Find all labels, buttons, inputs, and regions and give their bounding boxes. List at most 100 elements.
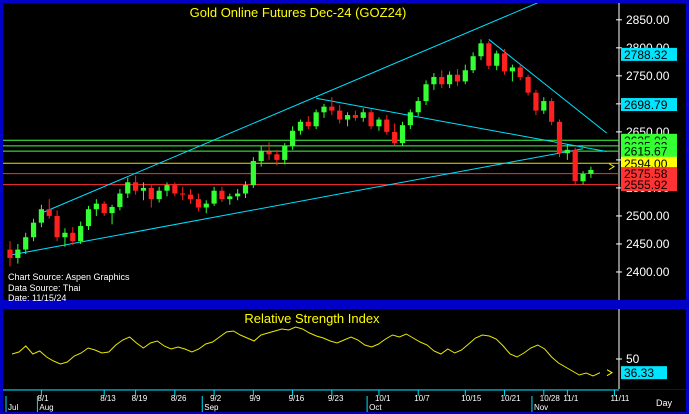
candle-body bbox=[85, 209, 92, 227]
candle bbox=[274, 149, 280, 166]
candle bbox=[572, 147, 578, 186]
candle bbox=[313, 109, 319, 130]
candle-body bbox=[23, 237, 29, 250]
candle-body bbox=[501, 53, 508, 72]
rsi-tick-label: 50 bbox=[626, 352, 640, 366]
candle bbox=[125, 177, 131, 199]
candle bbox=[242, 181, 249, 199]
chart-source-text: Chart Source: Aspen Graphics bbox=[8, 272, 130, 282]
candle bbox=[588, 166, 594, 178]
candle bbox=[203, 200, 209, 214]
candle-body bbox=[533, 92, 539, 111]
candle bbox=[70, 227, 76, 246]
candle bbox=[30, 218, 37, 242]
candle-body bbox=[172, 185, 178, 194]
rsi-panel bbox=[3, 309, 619, 389]
candle-body bbox=[360, 112, 366, 118]
x-tick-label: 9/2 bbox=[210, 394, 222, 403]
price-label-box bbox=[621, 98, 677, 112]
candle bbox=[258, 145, 264, 167]
date-text: Date: 11/15/24 bbox=[8, 293, 66, 303]
candle bbox=[15, 243, 21, 264]
x-tick-label: 10/1 bbox=[375, 394, 391, 403]
candle bbox=[580, 171, 586, 185]
candle bbox=[38, 204, 44, 228]
candle-body bbox=[439, 76, 445, 85]
candle bbox=[211, 186, 217, 206]
candle bbox=[407, 109, 413, 130]
x-tick-label: 10/15 bbox=[461, 394, 482, 403]
candle-body bbox=[30, 222, 37, 238]
candle bbox=[509, 64, 515, 82]
x-tick-label: 8/1 bbox=[37, 394, 49, 403]
candle-body bbox=[70, 232, 76, 242]
candle-body bbox=[219, 190, 225, 200]
candle-body bbox=[329, 106, 335, 111]
x-tick-label: 9/9 bbox=[249, 394, 261, 403]
x-tick-label: 10/7 bbox=[414, 394, 430, 403]
candle-body bbox=[242, 185, 249, 194]
candle-body bbox=[101, 203, 107, 214]
price-label-box bbox=[621, 144, 677, 158]
candle-body bbox=[117, 193, 123, 207]
price-label-text: 2788.32 bbox=[624, 48, 668, 62]
candle bbox=[454, 69, 461, 86]
x-tick-label: 9/23 bbox=[328, 394, 344, 403]
candle-body bbox=[62, 232, 68, 238]
candle bbox=[195, 193, 201, 212]
candle-body bbox=[7, 249, 13, 258]
price-label-box bbox=[621, 178, 677, 192]
candle-body bbox=[454, 74, 461, 82]
x-tick-label: 11/11 bbox=[610, 394, 629, 403]
candle bbox=[329, 97, 335, 116]
candle-body bbox=[203, 203, 209, 208]
candle-body bbox=[164, 185, 170, 191]
candle bbox=[297, 119, 304, 135]
price-label-text: 2555.92 bbox=[624, 178, 668, 192]
candle bbox=[321, 103, 327, 118]
rsi-line bbox=[11, 326, 601, 377]
candle bbox=[494, 50, 500, 71]
candle-body bbox=[297, 121, 304, 131]
x-tick-label: 10/21 bbox=[501, 394, 522, 403]
x-month-label: Aug bbox=[39, 403, 53, 412]
candle bbox=[368, 109, 374, 130]
candle bbox=[133, 175, 139, 195]
price-ytick-label: 2750.00 bbox=[626, 69, 670, 83]
candle-body bbox=[470, 56, 476, 71]
candle-body bbox=[376, 119, 382, 127]
last-price-arrow-icon bbox=[608, 163, 615, 171]
candle-body bbox=[305, 121, 311, 127]
candle-body bbox=[313, 112, 319, 127]
candle-body bbox=[368, 112, 374, 127]
candle bbox=[470, 52, 476, 74]
candle-body bbox=[431, 76, 437, 85]
candle bbox=[266, 141, 272, 160]
candle bbox=[525, 74, 531, 96]
candle bbox=[556, 119, 563, 158]
candle bbox=[23, 232, 29, 255]
candle bbox=[235, 189, 241, 201]
candle bbox=[486, 41, 492, 70]
candle-body bbox=[384, 119, 390, 132]
candle-body bbox=[588, 169, 594, 174]
candle bbox=[423, 80, 429, 105]
price-label-text: 2698.79 bbox=[624, 98, 668, 112]
candle-body bbox=[462, 70, 468, 82]
candle bbox=[431, 73, 437, 90]
candle-body bbox=[180, 193, 186, 195]
candle-body bbox=[282, 145, 288, 160]
candle bbox=[564, 144, 570, 160]
candle bbox=[140, 182, 147, 201]
candle-body bbox=[250, 161, 256, 186]
candle-body bbox=[266, 151, 272, 155]
price-label-box bbox=[621, 167, 677, 181]
x-tick-label: 8/26 bbox=[171, 394, 187, 403]
candle bbox=[46, 199, 52, 219]
x-month-label: Nov bbox=[534, 403, 548, 412]
candle bbox=[305, 116, 311, 130]
candle-body bbox=[235, 193, 241, 197]
candle bbox=[439, 70, 445, 89]
candle bbox=[282, 143, 288, 165]
x-tick-label: 8/19 bbox=[132, 394, 148, 403]
